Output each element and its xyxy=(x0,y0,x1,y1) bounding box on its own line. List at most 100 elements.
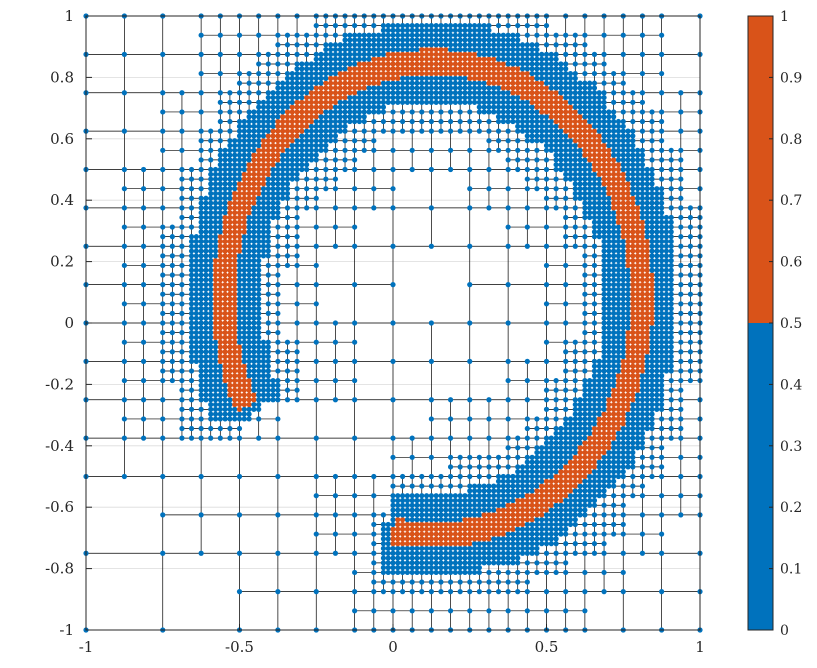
mesh-node xyxy=(558,531,564,537)
mesh-node xyxy=(519,109,526,115)
mesh-node xyxy=(558,430,564,436)
mesh-node xyxy=(476,85,482,91)
mesh-node xyxy=(236,210,243,216)
mesh-node xyxy=(635,219,641,225)
mesh-node xyxy=(241,123,247,129)
mesh-node xyxy=(251,176,257,182)
mesh-node xyxy=(208,382,214,388)
mesh-node xyxy=(280,190,286,197)
mesh-node xyxy=(404,42,410,48)
mesh-node xyxy=(481,37,487,43)
mesh-node xyxy=(212,248,219,254)
mesh-node xyxy=(548,99,554,105)
mesh-node xyxy=(443,70,449,77)
mesh-node xyxy=(390,589,396,595)
mesh-node xyxy=(304,205,310,211)
mesh-node xyxy=(203,229,209,235)
mesh-node xyxy=(524,118,530,125)
mesh-node xyxy=(208,411,214,417)
mesh-node xyxy=(524,205,530,211)
mesh-node xyxy=(630,430,636,436)
mesh-node xyxy=(630,344,636,350)
mesh-node xyxy=(217,99,223,105)
mesh-node xyxy=(577,483,583,489)
mesh-node xyxy=(611,205,617,211)
mesh-node xyxy=(232,329,238,336)
mesh-node xyxy=(443,22,449,29)
mesh-node xyxy=(687,253,694,259)
mesh-node xyxy=(222,377,228,384)
mesh-node xyxy=(443,550,449,556)
mesh-node xyxy=(452,545,458,552)
mesh-node xyxy=(529,46,535,53)
mesh-node xyxy=(491,51,497,57)
mesh-node xyxy=(486,205,492,211)
mesh-node xyxy=(668,339,674,345)
mesh-node xyxy=(524,109,530,115)
mesh-node xyxy=(198,186,204,192)
mesh-node xyxy=(380,46,387,53)
mesh-node xyxy=(620,162,626,168)
mesh-node xyxy=(395,531,401,537)
mesh-node xyxy=(567,133,574,139)
mesh-node xyxy=(443,507,449,513)
mesh-node xyxy=(188,435,195,441)
mesh-node xyxy=(615,406,622,412)
mesh-node xyxy=(332,75,339,81)
mesh-node xyxy=(596,430,602,436)
mesh-node xyxy=(519,478,526,484)
mesh-node xyxy=(486,502,492,508)
mesh-node xyxy=(543,195,550,201)
mesh-node xyxy=(563,147,569,153)
mesh-node xyxy=(121,128,127,134)
mesh-node xyxy=(270,133,276,139)
mesh-node xyxy=(414,569,420,576)
mesh-node xyxy=(212,406,219,412)
mesh-node xyxy=(328,75,334,81)
mesh-node xyxy=(519,464,526,470)
mesh-node xyxy=(500,478,506,484)
mesh-node xyxy=(596,425,602,432)
mesh-node xyxy=(270,123,276,129)
mesh-node xyxy=(399,27,406,33)
mesh-node xyxy=(639,291,646,297)
mesh-node xyxy=(188,353,195,360)
mesh-node xyxy=(620,176,626,182)
mesh-node xyxy=(510,555,516,561)
mesh-node xyxy=(524,497,530,504)
mesh-node xyxy=(409,507,415,513)
mesh-node xyxy=(678,301,684,307)
mesh-node xyxy=(591,176,598,182)
mesh-node xyxy=(534,75,540,81)
mesh-node xyxy=(212,363,219,369)
mesh-node xyxy=(577,464,583,470)
mesh-node xyxy=(510,37,516,43)
mesh-node xyxy=(361,147,367,153)
mesh-node xyxy=(212,344,219,350)
mesh-node xyxy=(591,186,598,192)
mesh-node xyxy=(232,368,238,374)
mesh-node xyxy=(620,430,626,436)
mesh-node xyxy=(481,94,487,101)
mesh-node xyxy=(414,27,420,33)
mesh-node xyxy=(433,42,439,48)
mesh-node xyxy=(275,142,281,149)
mesh-node xyxy=(563,483,569,489)
mesh-node xyxy=(601,363,607,369)
mesh-node xyxy=(611,296,617,302)
mesh-node xyxy=(241,320,247,326)
mesh-node xyxy=(491,75,497,81)
mesh-node xyxy=(606,353,612,360)
mesh-node xyxy=(208,147,214,153)
mesh-node xyxy=(236,377,243,384)
mesh-node xyxy=(524,70,530,77)
mesh-node xyxy=(505,397,511,403)
mesh-node xyxy=(423,85,430,91)
mesh-node xyxy=(428,42,434,48)
mesh-node xyxy=(198,315,204,321)
mesh-node xyxy=(553,118,559,125)
mesh-node xyxy=(208,291,214,297)
mesh-node xyxy=(639,224,646,230)
mesh-node xyxy=(404,99,410,105)
mesh-node xyxy=(563,430,569,436)
